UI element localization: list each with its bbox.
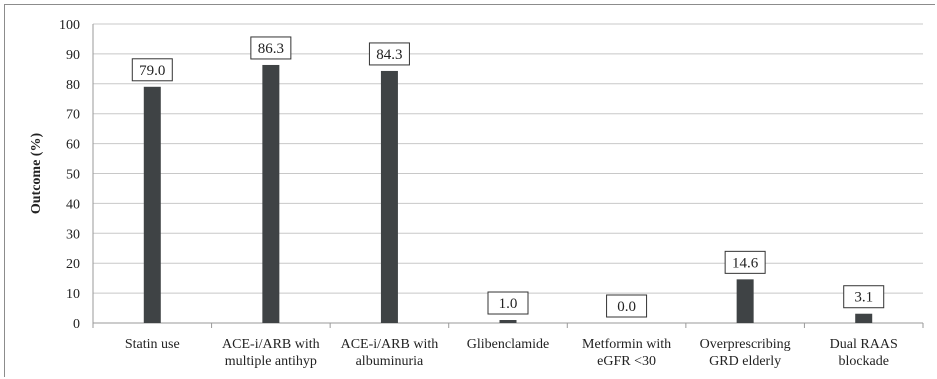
category-label: ACE-i/ARB with albuminuria xyxy=(341,337,439,369)
data-label-box xyxy=(131,58,173,82)
y-tick-label: 100 xyxy=(59,18,80,33)
data-label: 14.6 xyxy=(724,250,766,274)
y-tick-label: 70 xyxy=(66,108,80,123)
category-label-line: Overprescribing xyxy=(700,337,791,352)
y-tick-label: 90 xyxy=(66,48,80,63)
data-label-text: 79.0 xyxy=(139,63,165,79)
bar xyxy=(380,70,398,324)
y-tick-label: 60 xyxy=(66,138,80,153)
y-tick-label: 40 xyxy=(66,197,80,212)
bar xyxy=(736,279,754,323)
category-label-line: Glibenclamide xyxy=(467,337,549,352)
data-label-box xyxy=(724,250,766,274)
category-label-line: ACE-i/ARB with xyxy=(222,337,320,352)
category-label: Statin use xyxy=(125,337,180,352)
bar xyxy=(143,86,161,323)
data-label: 86.3 xyxy=(250,36,292,60)
data-label: 1.0 xyxy=(487,291,529,315)
data-label-box xyxy=(843,285,885,309)
data-label-box xyxy=(368,42,410,66)
y-tick-label: 10 xyxy=(66,287,80,302)
y-tick-labels: 0 10 20 30 40 50 60 70 80 90 100 xyxy=(59,18,80,332)
data-label: 3.1 xyxy=(843,285,885,309)
category-label: Dual RAAS blockade xyxy=(830,337,898,369)
category-label-line: Dual RAAS xyxy=(830,337,898,352)
y-tick-label: 30 xyxy=(66,227,80,242)
y-tick-label: 50 xyxy=(66,168,80,183)
data-label-text: 14.6 xyxy=(732,255,759,271)
category-label-line: albuminuria xyxy=(356,354,424,369)
chart-frame xyxy=(4,4,935,377)
bars xyxy=(143,64,873,324)
category-label: ACE-i/ARB with multiple antihyp xyxy=(222,337,320,369)
category-label-line: Statin use xyxy=(125,337,180,352)
category-labels: Statin use ACE-i/ARB with multiple antihyp… xyxy=(125,337,898,369)
data-label-text: 84.3 xyxy=(376,47,402,63)
category-label-line: ACE-i/ARB with xyxy=(341,337,439,352)
data-label-text: 1.0 xyxy=(499,296,518,312)
data-label-box xyxy=(487,291,529,315)
category-label-line: eGFR <30 xyxy=(597,354,656,369)
category-label-line: multiple antihyp xyxy=(225,354,317,369)
data-label-text: 3.1 xyxy=(854,290,873,306)
gridlines xyxy=(92,23,924,328)
category-label-line: blockade xyxy=(838,354,889,369)
bar xyxy=(499,320,517,323)
data-label-box xyxy=(606,294,648,318)
category-label-line: Metformin with xyxy=(582,337,671,352)
bar xyxy=(262,64,280,323)
y-tick-label: 80 xyxy=(66,78,80,93)
category-label: Glibenclamide xyxy=(467,337,549,352)
data-label: 84.3 xyxy=(368,42,410,66)
category-label: Overprescribing GRD elderly xyxy=(700,337,791,369)
bar xyxy=(855,313,873,323)
y-tick-label: 20 xyxy=(66,257,80,272)
category-label-line: GRD elderly xyxy=(709,354,781,369)
data-label-text: 86.3 xyxy=(258,41,284,57)
data-label-box xyxy=(250,36,292,60)
data-label: 79.0 xyxy=(131,58,173,82)
data-label: 0.0 xyxy=(606,294,648,318)
y-tick-label: 0 xyxy=(73,317,80,332)
data-labels: 79.0 86.3 84.3 1.0 0.0 14.6 3.1 xyxy=(131,36,885,318)
data-label-text: 0.0 xyxy=(617,299,636,315)
y-axis-label: Outcome (%) xyxy=(29,133,44,215)
category-label: Metformin with eGFR <30 xyxy=(582,337,671,369)
